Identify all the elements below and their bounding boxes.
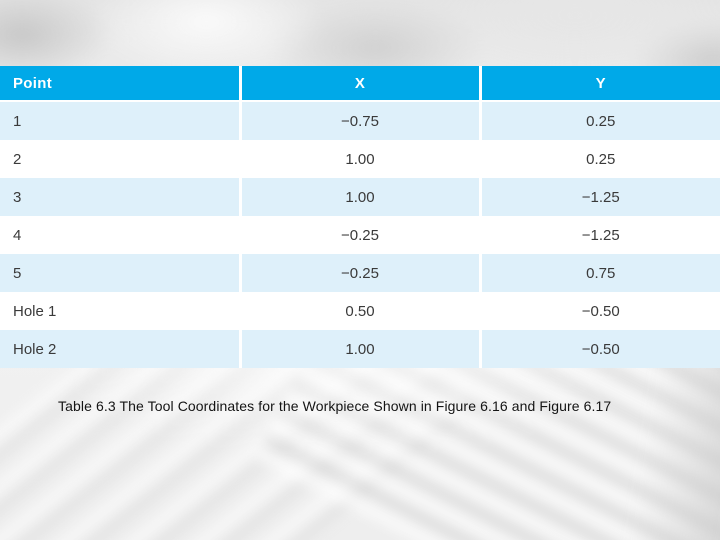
cell-y: −0.50 [478,292,720,330]
cell-point: 4 [13,226,22,244]
cell-x: 1.00 [238,178,480,216]
table-caption: Table 6.3 The Tool Coordinates for the W… [58,398,612,414]
cell-x: 1.00 [238,140,480,178]
column-header-y: Y [478,66,720,102]
tool-coordinates-table: Point X Y 1 −0.75 0.25 2 1.00 0.25 3 1.0… [0,66,720,368]
cell-y: −1.25 [478,216,720,254]
cell-point: 5 [13,264,22,282]
cell-y: −1.25 [478,178,720,216]
table-row: 3 1.00 −1.25 [0,178,720,216]
cell-y: 0.75 [478,254,720,292]
table-row: 4 −0.25 −1.25 [0,216,720,254]
table-header-row: Point X Y [0,66,720,102]
cell-x: −0.75 [238,101,480,140]
column-header-x: X [238,66,480,102]
table-row: 5 −0.25 0.75 [0,254,720,292]
table-row: 1 −0.75 0.25 [0,101,720,140]
cell-y: −0.50 [478,330,720,368]
cell-x: 1.00 [238,330,480,368]
cell-y: 0.25 [478,101,720,140]
cell-x: 0.50 [238,292,480,330]
column-header-point: Point [0,66,240,102]
cell-x: −0.25 [238,254,480,292]
cell-point: 3 [13,188,22,206]
table-row: 2 1.00 0.25 [0,140,720,178]
cell-point: Hole 2 [13,340,57,358]
cell-point: 1 [13,112,22,130]
cell-x: −0.25 [238,216,480,254]
cell-point: Hole 1 [13,302,57,320]
cell-y: 0.25 [478,140,720,178]
cell-point: 2 [13,150,22,168]
table-row: Hole 1 0.50 −0.50 [0,292,720,330]
table-row: Hole 2 1.00 −0.50 [0,330,720,368]
